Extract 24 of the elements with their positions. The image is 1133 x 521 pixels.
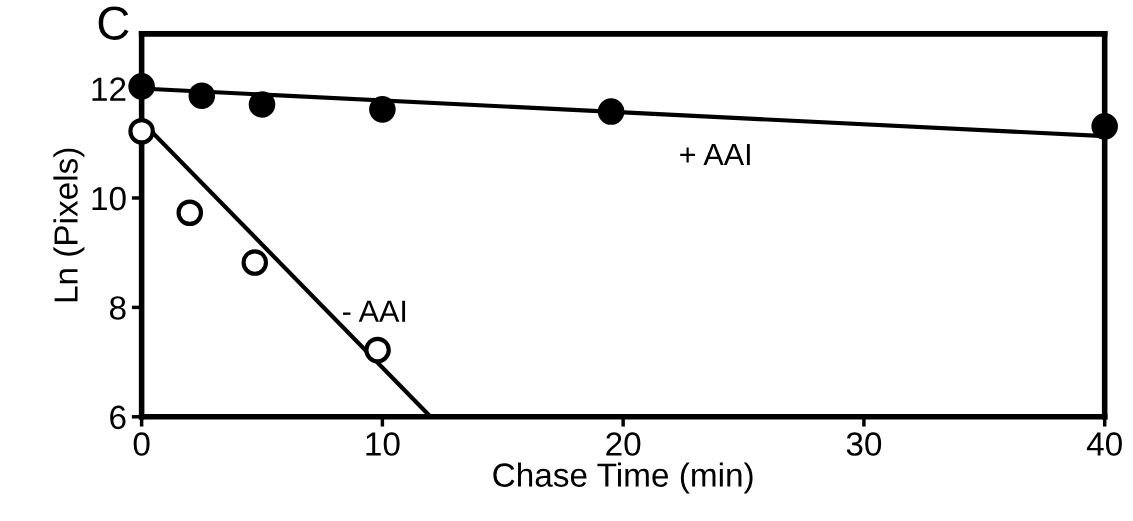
point	[1091, 113, 1118, 140]
point	[248, 91, 276, 118]
y-tick-label: 12	[92, 77, 126, 101]
point	[369, 96, 396, 123]
point	[597, 98, 625, 125]
x-tick-label: 40	[1086, 432, 1122, 456]
point	[128, 117, 155, 145]
y-tick-label: 10	[92, 186, 126, 211]
y-tick-label: 8	[109, 296, 126, 320]
series-label: + AAI	[680, 144, 750, 166]
point	[188, 82, 216, 109]
x-tick-label: 10	[366, 432, 400, 456]
y-axis-title: Ln (Pixels)	[53, 148, 85, 302]
point	[241, 249, 269, 276]
point	[364, 336, 391, 364]
series-label: - AAI	[342, 300, 406, 322]
x-tick-label: 30	[846, 432, 882, 456]
x-axis-title: Chase Time (min)	[493, 462, 753, 494]
y-tick-label: 6	[110, 405, 126, 430]
x-tick-label: 0	[133, 432, 150, 456]
text: C	[98, 6, 129, 40]
point	[176, 199, 204, 227]
point	[128, 73, 155, 100]
x-tick-label: 20	[606, 432, 641, 456]
